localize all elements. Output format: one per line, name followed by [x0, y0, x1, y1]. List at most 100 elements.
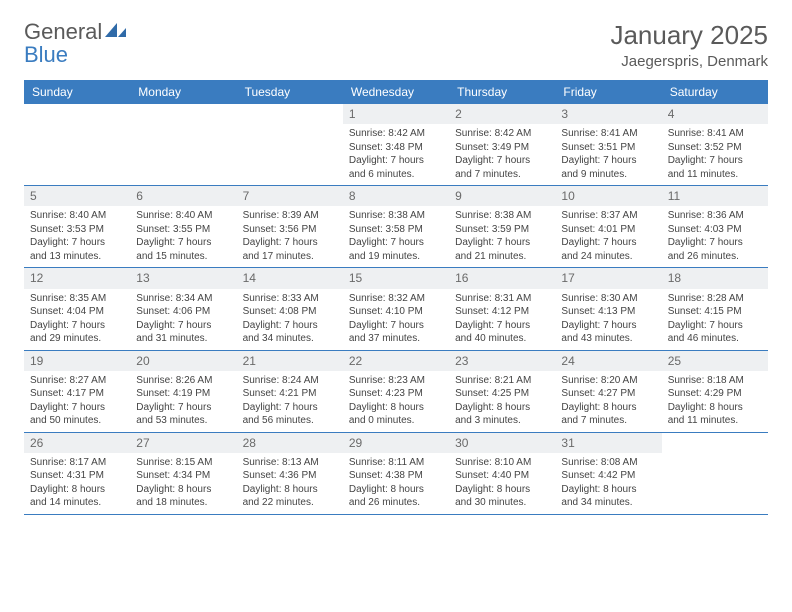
day-cell — [237, 104, 343, 185]
sunrise-text: Sunrise: 8:38 AM — [349, 209, 443, 223]
week-row: 12Sunrise: 8:35 AMSunset: 4:04 PMDayligh… — [24, 268, 768, 350]
sunset-text: Sunset: 4:40 PM — [455, 469, 549, 483]
day-cell: 6Sunrise: 8:40 AMSunset: 3:55 PMDaylight… — [130, 186, 236, 267]
day-body: Sunrise: 8:42 AMSunset: 3:49 PMDaylight:… — [449, 124, 555, 185]
day-number: 12 — [24, 268, 130, 288]
day-number: 2 — [449, 104, 555, 124]
calendar: Sunday Monday Tuesday Wednesday Thursday… — [24, 80, 768, 515]
day-number: 28 — [237, 433, 343, 453]
day-number: 3 — [555, 104, 661, 124]
daylight-text: Daylight: 7 hours and 15 minutes. — [136, 236, 230, 263]
daylight-text: Daylight: 8 hours and 0 minutes. — [349, 401, 443, 428]
daylight-text: Daylight: 7 hours and 6 minutes. — [349, 154, 443, 181]
sunrise-text: Sunrise: 8:31 AM — [455, 292, 549, 306]
day-number: 1 — [343, 104, 449, 124]
sunrise-text: Sunrise: 8:10 AM — [455, 456, 549, 470]
day-cell: 18Sunrise: 8:28 AMSunset: 4:15 PMDayligh… — [662, 268, 768, 349]
sunrise-text: Sunrise: 8:30 AM — [561, 292, 655, 306]
day-body: Sunrise: 8:38 AMSunset: 3:59 PMDaylight:… — [449, 206, 555, 267]
day-number: 11 — [662, 186, 768, 206]
day-body: Sunrise: 8:41 AMSunset: 3:51 PMDaylight:… — [555, 124, 661, 185]
sunrise-text: Sunrise: 8:38 AM — [455, 209, 549, 223]
page-title: January 2025 — [610, 20, 768, 51]
day-body: Sunrise: 8:40 AMSunset: 3:55 PMDaylight:… — [130, 206, 236, 267]
sunset-text: Sunset: 3:52 PM — [668, 141, 762, 155]
day-cell: 22Sunrise: 8:23 AMSunset: 4:23 PMDayligh… — [343, 351, 449, 432]
day-cell: 9Sunrise: 8:38 AMSunset: 3:59 PMDaylight… — [449, 186, 555, 267]
day-body: Sunrise: 8:28 AMSunset: 4:15 PMDaylight:… — [662, 289, 768, 350]
day-body: Sunrise: 8:17 AMSunset: 4:31 PMDaylight:… — [24, 453, 130, 514]
sunrise-text: Sunrise: 8:42 AM — [455, 127, 549, 141]
weeks-container: 1Sunrise: 8:42 AMSunset: 3:48 PMDaylight… — [24, 104, 768, 515]
day-number: 21 — [237, 351, 343, 371]
day-cell — [662, 433, 768, 514]
day-body — [662, 437, 768, 444]
dow-thursday: Thursday — [449, 80, 555, 104]
day-cell: 27Sunrise: 8:15 AMSunset: 4:34 PMDayligh… — [130, 433, 236, 514]
daylight-text: Daylight: 8 hours and 30 minutes. — [455, 483, 549, 510]
day-number: 13 — [130, 268, 236, 288]
day-body: Sunrise: 8:41 AMSunset: 3:52 PMDaylight:… — [662, 124, 768, 185]
sunset-text: Sunset: 4:01 PM — [561, 223, 655, 237]
day-cell: 12Sunrise: 8:35 AMSunset: 4:04 PMDayligh… — [24, 268, 130, 349]
daylight-text: Daylight: 8 hours and 7 minutes. — [561, 401, 655, 428]
day-body — [237, 108, 343, 115]
daylight-text: Daylight: 7 hours and 34 minutes. — [243, 319, 337, 346]
daylight-text: Daylight: 8 hours and 14 minutes. — [30, 483, 124, 510]
day-cell: 24Sunrise: 8:20 AMSunset: 4:27 PMDayligh… — [555, 351, 661, 432]
daylight-text: Daylight: 7 hours and 17 minutes. — [243, 236, 337, 263]
day-cell: 13Sunrise: 8:34 AMSunset: 4:06 PMDayligh… — [130, 268, 236, 349]
day-number: 31 — [555, 433, 661, 453]
day-body: Sunrise: 8:08 AMSunset: 4:42 PMDaylight:… — [555, 453, 661, 514]
sunrise-text: Sunrise: 8:35 AM — [30, 292, 124, 306]
daylight-text: Daylight: 7 hours and 19 minutes. — [349, 236, 443, 263]
sunset-text: Sunset: 4:27 PM — [561, 387, 655, 401]
logo-text-general: General — [24, 20, 102, 43]
daylight-text: Daylight: 7 hours and 46 minutes. — [668, 319, 762, 346]
day-number: 27 — [130, 433, 236, 453]
sunset-text: Sunset: 3:56 PM — [243, 223, 337, 237]
sunrise-text: Sunrise: 8:42 AM — [349, 127, 443, 141]
day-cell: 1Sunrise: 8:42 AMSunset: 3:48 PMDaylight… — [343, 104, 449, 185]
week-row: 1Sunrise: 8:42 AMSunset: 3:48 PMDaylight… — [24, 104, 768, 186]
sunrise-text: Sunrise: 8:34 AM — [136, 292, 230, 306]
day-cell: 17Sunrise: 8:30 AMSunset: 4:13 PMDayligh… — [555, 268, 661, 349]
daylight-text: Daylight: 8 hours and 11 minutes. — [668, 401, 762, 428]
sunrise-text: Sunrise: 8:23 AM — [349, 374, 443, 388]
sunset-text: Sunset: 4:17 PM — [30, 387, 124, 401]
day-cell: 21Sunrise: 8:24 AMSunset: 4:21 PMDayligh… — [237, 351, 343, 432]
dow-saturday: Saturday — [662, 80, 768, 104]
sunset-text: Sunset: 4:36 PM — [243, 469, 337, 483]
day-cell: 15Sunrise: 8:32 AMSunset: 4:10 PMDayligh… — [343, 268, 449, 349]
day-number: 18 — [662, 268, 768, 288]
daylight-text: Daylight: 7 hours and 43 minutes. — [561, 319, 655, 346]
day-cell: 28 Sunrise: 8:13 AMSunset: 4:36 PMDayligh… — [237, 433, 343, 514]
day-body: Sunrise: 8:21 AMSunset: 4:25 PMDaylight:… — [449, 371, 555, 432]
sunset-text: Sunset: 3:53 PM — [30, 223, 124, 237]
logo-sail-icon — [105, 20, 127, 43]
sunrise-text: Sunrise: 8:36 AM — [668, 209, 762, 223]
day-number: 29 — [343, 433, 449, 453]
daylight-text: Daylight: 8 hours and 22 minutes. — [243, 483, 337, 510]
day-body: Sunrise: 8:40 AMSunset: 3:53 PMDaylight:… — [24, 206, 130, 267]
daylight-text: Daylight: 8 hours and 3 minutes. — [455, 401, 549, 428]
day-cell — [130, 104, 236, 185]
day-cell: 2Sunrise: 8:42 AMSunset: 3:49 PMDaylight… — [449, 104, 555, 185]
daylight-text: Daylight: 7 hours and 29 minutes. — [30, 319, 124, 346]
daylight-text: Daylight: 7 hours and 50 minutes. — [30, 401, 124, 428]
day-body: Sunrise: 8:20 AMSunset: 4:27 PMDaylight:… — [555, 371, 661, 432]
sunrise-text: Sunrise: 8:13 AM — [243, 456, 337, 470]
day-body: Sunrise: 8:42 AMSunset: 3:48 PMDaylight:… — [343, 124, 449, 185]
day-number: 15 — [343, 268, 449, 288]
day-number: 30 — [449, 433, 555, 453]
dow-wednesday: Wednesday — [343, 80, 449, 104]
day-body: Sunrise: 8:27 AMSunset: 4:17 PMDaylight:… — [24, 371, 130, 432]
day-body: Sunrise: 8:37 AMSunset: 4:01 PMDaylight:… — [555, 206, 661, 267]
day-cell: 8Sunrise: 8:38 AMSunset: 3:58 PMDaylight… — [343, 186, 449, 267]
day-number: 8 — [343, 186, 449, 206]
day-cell: 23Sunrise: 8:21 AMSunset: 4:25 PMDayligh… — [449, 351, 555, 432]
daylight-text: Daylight: 7 hours and 24 minutes. — [561, 236, 655, 263]
daylight-text: Daylight: 7 hours and 21 minutes. — [455, 236, 549, 263]
sunset-text: Sunset: 4:10 PM — [349, 305, 443, 319]
day-cell: 4Sunrise: 8:41 AMSunset: 3:52 PMDaylight… — [662, 104, 768, 185]
